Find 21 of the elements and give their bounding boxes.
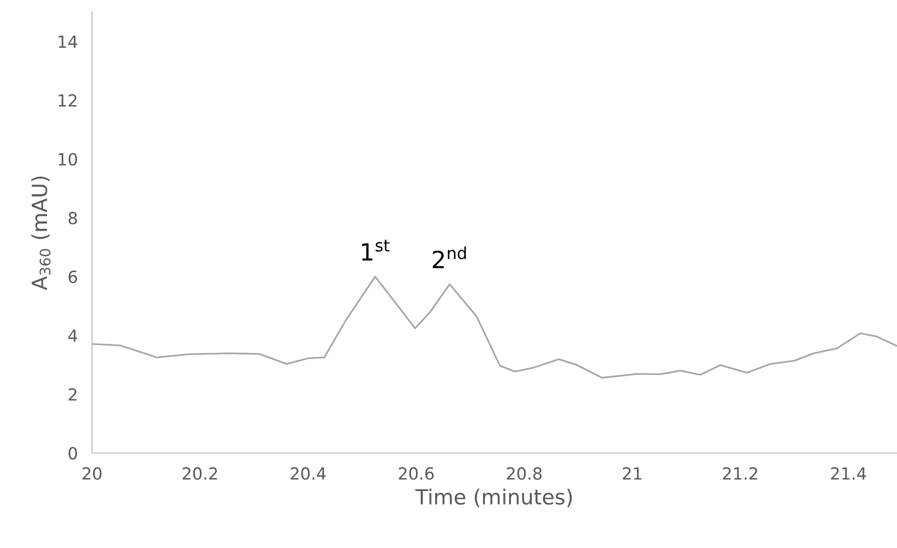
y-axis-title: A$_{360}$ (mAU) [31,176,51,290]
line-series [92,276,897,379]
y-tick-label: 4 [68,330,78,342]
x-tick-label: 20.8 [506,467,542,480]
y-tick-label: 0 [68,446,78,460]
x-tick-label: 21.4 [831,467,866,480]
y-tick-label: 10 [58,152,78,166]
annotation: 2$^{nd}$ [432,246,466,268]
annotation: 1$^{st}$ [362,240,390,260]
x-tick-label: 20.2 [182,467,217,480]
x-axis-title: Time (minutes) [415,488,572,508]
y-tick-label: 14 [58,36,78,48]
x-tick-label: 21.2 [722,467,758,480]
y-tick-label: 2 [68,388,76,401]
x-tick-label: 20.6 [398,467,434,480]
x-tick-label: 21 [622,467,642,480]
x-tick-label: 20.4 [290,467,326,480]
y-tick-label: 12 [58,94,76,107]
y-tick-label: 8 [68,212,77,224]
x-tick-label: 20 [82,467,102,480]
y-tick-label: 6 [68,270,78,284]
